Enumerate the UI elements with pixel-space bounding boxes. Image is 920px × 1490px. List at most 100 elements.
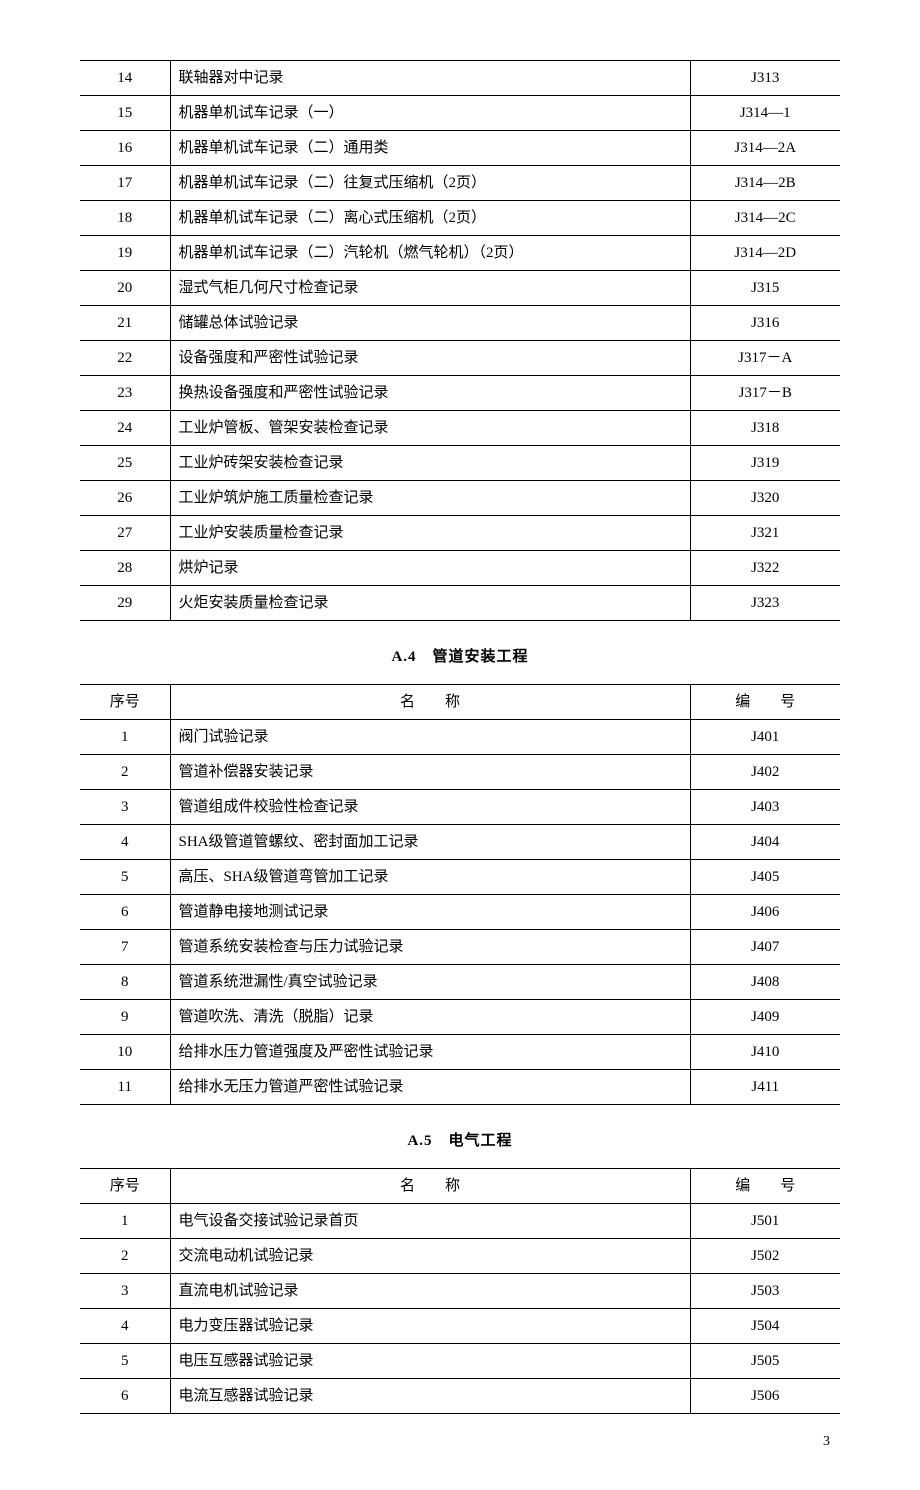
table-2-body: 1阀门试验记录J4012管道补偿器安装记录J4023管道组成件校验性检查记录J4… <box>80 720 840 1105</box>
table-row: 5电压互感器试验记录J505 <box>80 1344 840 1379</box>
table-row: 27工业炉安装质量检查记录J321 <box>80 516 840 551</box>
table-2-header-code: 编 号 <box>690 685 840 720</box>
cell-code: J315 <box>690 271 840 306</box>
cell-name: 机器单机试车记录（二）往复式压缩机（2页） <box>170 166 690 201</box>
cell-code: J314—2B <box>690 166 840 201</box>
table-3-header-row: 序号 名 称 编 号 <box>80 1169 840 1204</box>
cell-seq: 15 <box>80 96 170 131</box>
cell-code: J403 <box>690 790 840 825</box>
cell-name: 阀门试验记录 <box>170 720 690 755</box>
cell-code: J320 <box>690 481 840 516</box>
cell-code: J317－B <box>690 376 840 411</box>
cell-code: J314—1 <box>690 96 840 131</box>
cell-code: J407 <box>690 930 840 965</box>
table-row: 2管道补偿器安装记录J402 <box>80 755 840 790</box>
table-2-header-row: 序号 名 称 编 号 <box>80 685 840 720</box>
table-row: 28烘炉记录J322 <box>80 551 840 586</box>
table-row: 22设备强度和严密性试验记录J317－A <box>80 341 840 376</box>
cell-code: J506 <box>690 1379 840 1414</box>
cell-code: J404 <box>690 825 840 860</box>
table-row: 20湿式气柜几何尺寸检查记录J315 <box>80 271 840 306</box>
cell-seq: 20 <box>80 271 170 306</box>
cell-code: J313 <box>690 61 840 96</box>
cell-name: 直流电机试验记录 <box>170 1274 690 1309</box>
cell-code: J502 <box>690 1239 840 1274</box>
cell-name: 给排水压力管道强度及严密性试验记录 <box>170 1035 690 1070</box>
cell-code: J410 <box>690 1035 840 1070</box>
cell-seq: 9 <box>80 1000 170 1035</box>
cell-code: J321 <box>690 516 840 551</box>
table-3-head: 序号 名 称 编 号 <box>80 1169 840 1204</box>
cell-seq: 25 <box>80 446 170 481</box>
cell-seq: 5 <box>80 860 170 895</box>
table-row: 6电流互感器试验记录J506 <box>80 1379 840 1414</box>
table-row: 15机器单机试车记录（一）J314—1 <box>80 96 840 131</box>
table-2-header-seq: 序号 <box>80 685 170 720</box>
table-row: 23换热设备强度和严密性试验记录J317－B <box>80 376 840 411</box>
cell-name: 换热设备强度和严密性试验记录 <box>170 376 690 411</box>
table-row: 29火炬安装质量检查记录J323 <box>80 586 840 621</box>
cell-seq: 24 <box>80 411 170 446</box>
table-row: 5高压、SHA级管道弯管加工记录J405 <box>80 860 840 895</box>
table-row: 11给排水无压力管道严密性试验记录J411 <box>80 1070 840 1105</box>
table-row: 10给排水压力管道强度及严密性试验记录J410 <box>80 1035 840 1070</box>
cell-code: J322 <box>690 551 840 586</box>
cell-code: J505 <box>690 1344 840 1379</box>
cell-seq: 17 <box>80 166 170 201</box>
table-row: 1阀门试验记录J401 <box>80 720 840 755</box>
table-row: 4电力变压器试验记录J504 <box>80 1309 840 1344</box>
table-row: 18机器单机试车记录（二）离心式压缩机（2页）J314—2C <box>80 201 840 236</box>
cell-seq: 1 <box>80 720 170 755</box>
cell-seq: 14 <box>80 61 170 96</box>
cell-code: J316 <box>690 306 840 341</box>
cell-name: 储罐总体试验记录 <box>170 306 690 341</box>
table-row: 1电气设备交接试验记录首页J501 <box>80 1204 840 1239</box>
table-row: 25工业炉砖架安装检查记录J319 <box>80 446 840 481</box>
cell-seq: 26 <box>80 481 170 516</box>
table-3-header-code: 编 号 <box>690 1169 840 1204</box>
cell-seq: 29 <box>80 586 170 621</box>
cell-code: J504 <box>690 1309 840 1344</box>
cell-name: 电力变压器试验记录 <box>170 1309 690 1344</box>
table-row: 24工业炉管板、管架安装检查记录J318 <box>80 411 840 446</box>
cell-name: 管道静电接地测试记录 <box>170 895 690 930</box>
cell-seq: 18 <box>80 201 170 236</box>
table-row: 9管道吹洗、清洗（脱脂）记录J409 <box>80 1000 840 1035</box>
table-2-header-name: 名 称 <box>170 685 690 720</box>
cell-name: 管道补偿器安装记录 <box>170 755 690 790</box>
table-row: 16机器单机试车记录（二）通用类J314—2A <box>80 131 840 166</box>
cell-name: SHA级管道管螺纹、密封面加工记录 <box>170 825 690 860</box>
table-row: 21储罐总体试验记录J316 <box>80 306 840 341</box>
cell-seq: 5 <box>80 1344 170 1379</box>
table-row: 6管道静电接地测试记录J406 <box>80 895 840 930</box>
table-3: 序号 名 称 编 号 1电气设备交接试验记录首页J5012交流电动机试验记录J5… <box>80 1168 840 1414</box>
cell-code: J501 <box>690 1204 840 1239</box>
cell-seq: 10 <box>80 1035 170 1070</box>
cell-seq: 2 <box>80 755 170 790</box>
cell-seq: 11 <box>80 1070 170 1105</box>
table-row: 7管道系统安装检查与压力试验记录J407 <box>80 930 840 965</box>
table-2-head: 序号 名 称 编 号 <box>80 685 840 720</box>
page-number: 3 <box>80 1434 840 1450</box>
cell-code: J401 <box>690 720 840 755</box>
cell-name: 机器单机试车记录（二）汽轮机（燃气轮机）（2页） <box>170 236 690 271</box>
cell-seq: 4 <box>80 825 170 860</box>
table-3-header-seq: 序号 <box>80 1169 170 1204</box>
cell-code: J314—2D <box>690 236 840 271</box>
table-row: 4SHA级管道管螺纹、密封面加工记录J404 <box>80 825 840 860</box>
cell-seq: 1 <box>80 1204 170 1239</box>
cell-code: J317－A <box>690 341 840 376</box>
table-row: 19机器单机试车记录（二）汽轮机（燃气轮机）（2页）J314—2D <box>80 236 840 271</box>
cell-name: 电气设备交接试验记录首页 <box>170 1204 690 1239</box>
cell-seq: 3 <box>80 790 170 825</box>
table-2: 序号 名 称 编 号 1阀门试验记录J4012管道补偿器安装记录J4023管道组… <box>80 684 840 1105</box>
table-1-body: 14联轴器对中记录J31315机器单机试车记录（一）J314—116机器单机试车… <box>80 61 840 621</box>
cell-seq: 27 <box>80 516 170 551</box>
table-3-header-name: 名 称 <box>170 1169 690 1204</box>
section-heading-a4: A.4 管道安装工程 <box>80 645 840 666</box>
cell-seq: 2 <box>80 1239 170 1274</box>
cell-name: 机器单机试车记录（一） <box>170 96 690 131</box>
cell-name: 电压互感器试验记录 <box>170 1344 690 1379</box>
cell-seq: 19 <box>80 236 170 271</box>
cell-name: 烘炉记录 <box>170 551 690 586</box>
